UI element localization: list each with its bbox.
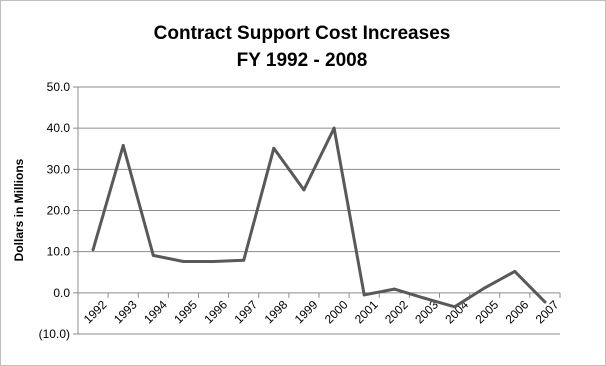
data-point-2007 bbox=[543, 300, 547, 304]
data-point-1995 bbox=[181, 260, 185, 264]
y-tick-label-1: 0.0 bbox=[53, 286, 70, 300]
x-tick-label-1993: 1993 bbox=[111, 297, 140, 326]
chart-title-line-2: FY 1992 - 2008 bbox=[236, 50, 368, 71]
x-tick-labels: 1992 1993 1994 1995 1996 1997 1998 1999 2000 2001… bbox=[81, 297, 562, 326]
axes bbox=[73, 86, 561, 335]
x-tick-label-1999: 1999 bbox=[292, 297, 321, 326]
x-tick-label-1995: 1995 bbox=[171, 297, 200, 326]
y-tick-label-0: (10.0) bbox=[39, 327, 70, 341]
data-point-1999 bbox=[302, 188, 306, 192]
x-tick-label-2006: 2006 bbox=[503, 297, 532, 326]
y-tick-label-6: 50.0 bbox=[47, 80, 71, 94]
data-point-2001 bbox=[362, 293, 366, 297]
y-tick-label-5: 40.0 bbox=[47, 121, 71, 135]
x-tick-label-1997: 1997 bbox=[231, 297, 260, 326]
chart-title: Contract Support Cost Increases FY 1992 … bbox=[0, 20, 604, 74]
x-tick-label-1996: 1996 bbox=[201, 297, 230, 326]
data-point-2003 bbox=[422, 296, 426, 300]
gridlines bbox=[78, 86, 560, 335]
x-tick-label-1998: 1998 bbox=[262, 297, 291, 326]
x-tick-label-2002: 2002 bbox=[382, 297, 411, 326]
x-tick-label-2004: 2004 bbox=[442, 297, 471, 326]
data-point-1997 bbox=[242, 258, 246, 262]
x-tick-label-1992: 1992 bbox=[81, 297, 110, 326]
data-point-2004 bbox=[453, 305, 457, 309]
y-tick-label-4: 30.0 bbox=[47, 162, 71, 176]
data-point-2006 bbox=[513, 269, 517, 273]
data-point-1994 bbox=[151, 253, 155, 257]
series-line-0 bbox=[91, 126, 547, 309]
x-tick-label-2007: 2007 bbox=[533, 297, 562, 326]
y-tick-labels: (10.0) 0.0 10.0 20.0 30.0 40.0 50.0 bbox=[39, 80, 71, 341]
y-tick-label-3: 20.0 bbox=[47, 204, 71, 218]
data-point-1993 bbox=[121, 143, 125, 147]
y-tick-label-2: 10.0 bbox=[47, 245, 71, 259]
data-point-2002 bbox=[392, 287, 396, 291]
series-group bbox=[91, 126, 547, 309]
data-point-2005 bbox=[483, 286, 487, 290]
x-tick-label-2005: 2005 bbox=[472, 297, 501, 326]
chart-title-line-1: Contract Support Cost Increases bbox=[153, 23, 451, 44]
x-tick-label-2000: 2000 bbox=[322, 297, 351, 326]
data-point-1996 bbox=[212, 260, 216, 264]
y-axis-label: Dollars in Millions bbox=[12, 158, 26, 261]
data-point-1992 bbox=[91, 248, 95, 252]
data-point-1998 bbox=[272, 146, 276, 150]
x-tick-label-1994: 1994 bbox=[141, 297, 170, 326]
data-point-2000 bbox=[332, 126, 336, 130]
x-tick-label-2001: 2001 bbox=[352, 297, 381, 326]
